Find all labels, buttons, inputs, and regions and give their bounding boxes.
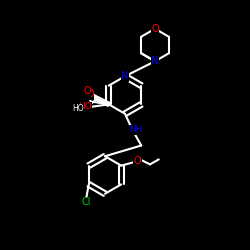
Text: O: O	[86, 90, 94, 99]
Text: O: O	[83, 86, 91, 96]
Text: N: N	[121, 71, 129, 81]
Text: NH: NH	[129, 126, 142, 134]
Text: HO: HO	[78, 102, 92, 112]
Text: Cl: Cl	[82, 198, 91, 207]
Text: N: N	[151, 56, 159, 66]
Text: HO: HO	[72, 104, 84, 114]
Text: O: O	[151, 24, 159, 34]
Text: O: O	[134, 156, 141, 166]
